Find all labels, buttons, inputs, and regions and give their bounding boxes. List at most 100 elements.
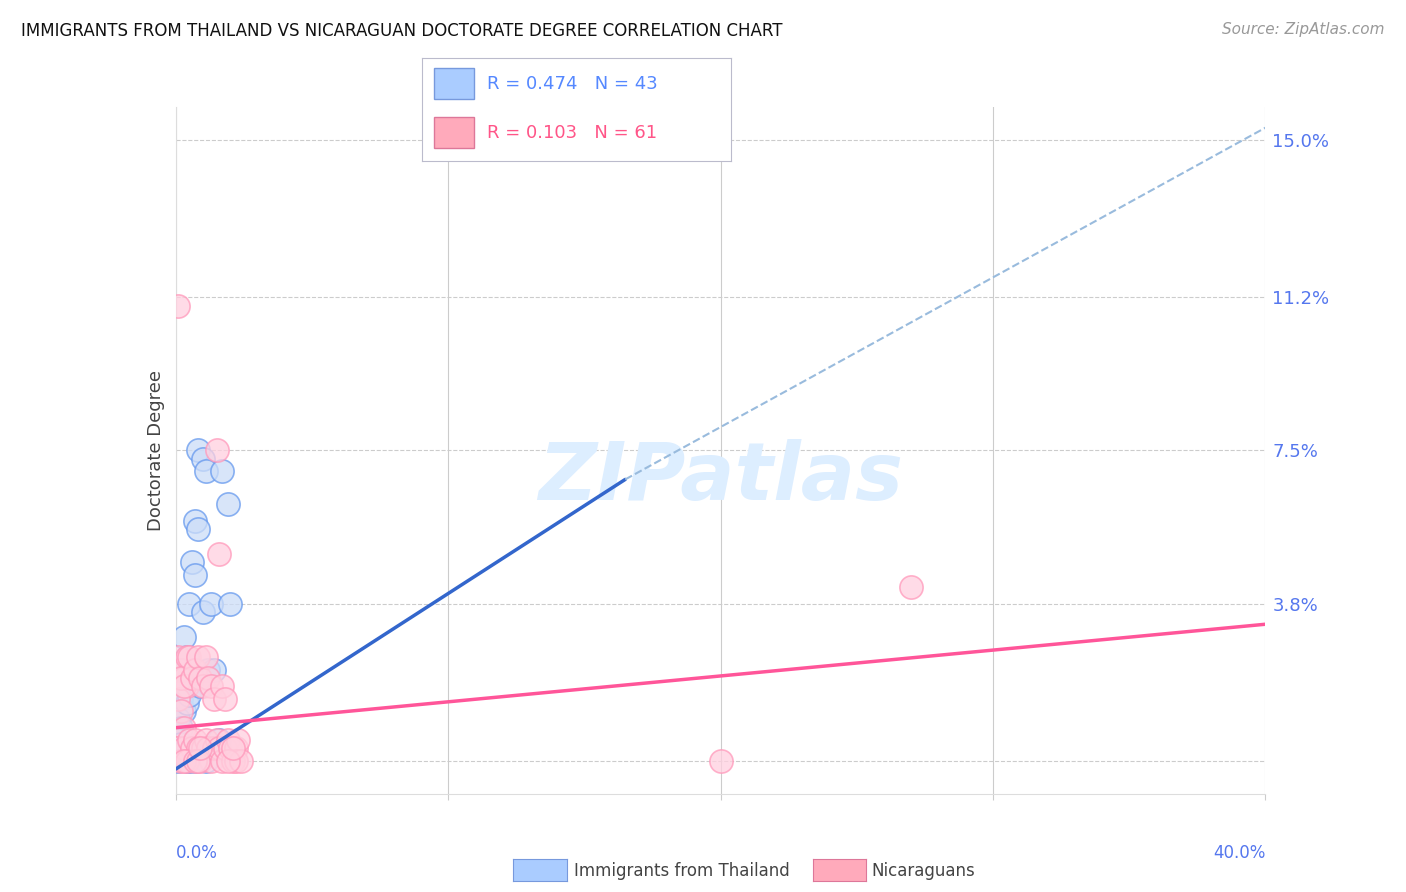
Point bbox=[202, 691, 225, 706]
Point bbox=[900, 580, 922, 594]
Point bbox=[188, 741, 211, 756]
Point bbox=[228, 733, 250, 747]
Point bbox=[179, 688, 201, 702]
Point bbox=[191, 605, 214, 619]
Point bbox=[184, 514, 207, 528]
Point bbox=[200, 754, 222, 768]
Point bbox=[167, 650, 190, 665]
Point bbox=[205, 443, 228, 458]
Point bbox=[200, 597, 222, 611]
Text: Source: ZipAtlas.com: Source: ZipAtlas.com bbox=[1222, 22, 1385, 37]
Point bbox=[191, 451, 214, 466]
Point bbox=[217, 754, 239, 768]
Point bbox=[170, 746, 193, 760]
Point bbox=[219, 597, 242, 611]
Point bbox=[186, 741, 209, 756]
Point bbox=[170, 721, 193, 735]
Point bbox=[170, 663, 193, 677]
Point bbox=[167, 754, 190, 768]
Point bbox=[181, 671, 204, 685]
Point bbox=[186, 522, 209, 536]
Point bbox=[181, 675, 204, 690]
Point bbox=[173, 704, 195, 718]
Point bbox=[211, 464, 233, 478]
Point bbox=[186, 443, 209, 458]
Text: R = 0.103   N = 61: R = 0.103 N = 61 bbox=[486, 124, 657, 142]
Point bbox=[211, 679, 233, 693]
Point bbox=[173, 721, 195, 735]
Point bbox=[194, 754, 217, 768]
Point bbox=[188, 746, 211, 760]
Point bbox=[167, 741, 190, 756]
Point bbox=[173, 671, 195, 685]
Point bbox=[181, 671, 204, 685]
Point bbox=[179, 754, 201, 768]
Point bbox=[200, 679, 222, 693]
Point bbox=[173, 741, 195, 756]
Point bbox=[184, 733, 207, 747]
Point bbox=[173, 679, 195, 693]
Point bbox=[170, 704, 193, 718]
Point bbox=[167, 299, 190, 313]
Point bbox=[208, 547, 231, 561]
Point bbox=[173, 671, 195, 685]
Point bbox=[184, 754, 207, 768]
Point bbox=[184, 567, 207, 582]
Point bbox=[188, 679, 211, 693]
Point bbox=[211, 754, 233, 768]
Point bbox=[222, 754, 245, 768]
Point bbox=[194, 650, 217, 665]
Y-axis label: Doctorate Degree: Doctorate Degree bbox=[146, 370, 165, 531]
Point bbox=[176, 679, 198, 693]
Point bbox=[181, 741, 204, 756]
Text: IMMIGRANTS FROM THAILAND VS NICARAGUAN DOCTORATE DEGREE CORRELATION CHART: IMMIGRANTS FROM THAILAND VS NICARAGUAN D… bbox=[21, 22, 783, 40]
Point bbox=[186, 650, 209, 665]
Point bbox=[179, 663, 201, 677]
FancyBboxPatch shape bbox=[434, 118, 474, 148]
Point bbox=[219, 741, 242, 756]
Point bbox=[170, 691, 193, 706]
Point bbox=[167, 733, 190, 747]
Point bbox=[194, 464, 217, 478]
Point bbox=[170, 671, 193, 685]
Point bbox=[167, 663, 190, 677]
Point bbox=[173, 746, 195, 760]
Point bbox=[225, 741, 247, 756]
Text: Nicaraguans: Nicaraguans bbox=[872, 862, 976, 880]
Point bbox=[181, 741, 204, 756]
Point bbox=[231, 754, 253, 768]
Point bbox=[217, 497, 239, 511]
Point bbox=[167, 713, 190, 727]
Point bbox=[191, 741, 214, 756]
Point bbox=[208, 741, 231, 756]
Point bbox=[214, 741, 236, 756]
FancyBboxPatch shape bbox=[434, 69, 474, 99]
Text: 40.0%: 40.0% bbox=[1213, 844, 1265, 862]
Point bbox=[181, 555, 204, 569]
Point bbox=[184, 663, 207, 677]
Point bbox=[176, 696, 198, 710]
Point bbox=[186, 754, 209, 768]
Point bbox=[176, 754, 198, 768]
Point bbox=[710, 754, 733, 768]
Point bbox=[225, 754, 247, 768]
Point bbox=[176, 679, 198, 693]
Point bbox=[176, 650, 198, 665]
Point bbox=[197, 663, 219, 677]
Point bbox=[170, 737, 193, 751]
Point bbox=[179, 650, 201, 665]
Point bbox=[208, 733, 231, 747]
Point bbox=[173, 754, 195, 768]
Point bbox=[167, 691, 190, 706]
Point bbox=[170, 754, 193, 768]
Point bbox=[176, 650, 198, 665]
Text: Immigrants from Thailand: Immigrants from Thailand bbox=[574, 862, 789, 880]
Point bbox=[176, 754, 198, 768]
Point bbox=[202, 663, 225, 677]
Point bbox=[194, 733, 217, 747]
Point bbox=[205, 733, 228, 747]
Point bbox=[214, 691, 236, 706]
Point bbox=[184, 754, 207, 768]
Text: R = 0.474   N = 43: R = 0.474 N = 43 bbox=[486, 75, 658, 93]
Point bbox=[179, 597, 201, 611]
